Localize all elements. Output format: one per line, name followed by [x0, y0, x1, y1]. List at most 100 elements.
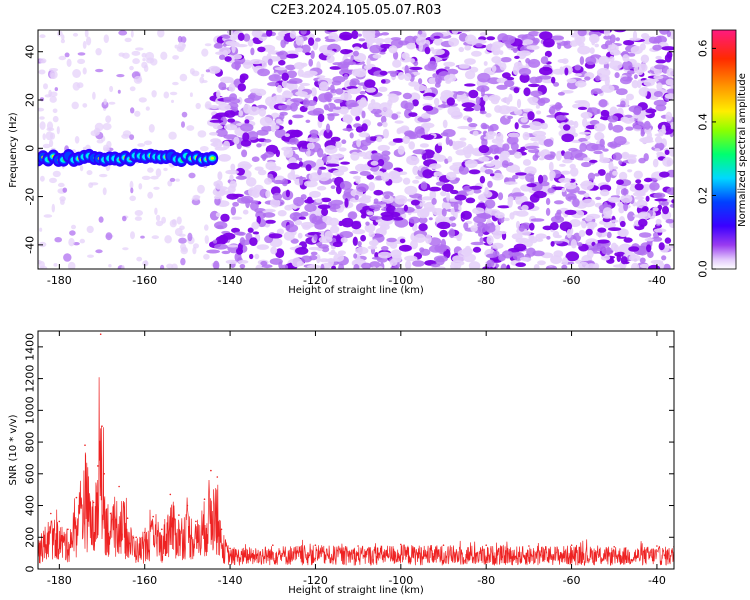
- heatmap-cell: [658, 128, 667, 135]
- heatmap-cell: [520, 117, 528, 123]
- heatmap-cell: [301, 255, 312, 263]
- heatmap-cell: [295, 36, 303, 46]
- heatmap-cell: [58, 55, 67, 61]
- heatmap-cell: [242, 59, 253, 69]
- heatmap-cell: [603, 30, 611, 37]
- heatmap-cell: [580, 111, 593, 119]
- heatmap-cell: [322, 50, 336, 56]
- heatmap-cell: [450, 111, 463, 120]
- heatmap-cell: [256, 129, 269, 136]
- heatmap-cell: [305, 119, 311, 124]
- heatmap-cell: [286, 53, 299, 59]
- heatmap-cell: [388, 170, 401, 180]
- heatmap-cell: [529, 236, 538, 244]
- heatmap-cell: [223, 134, 238, 140]
- snr-point: [109, 512, 112, 515]
- heatmap-cell: [487, 180, 493, 188]
- heatmap-cell: [240, 195, 254, 204]
- heatmap-cell: [130, 231, 135, 240]
- heatmap-cell: [268, 74, 282, 82]
- heatmap-cell: [392, 217, 404, 221]
- heatmap-cell: [404, 130, 414, 137]
- heatmap-cell: [452, 106, 459, 111]
- heatmap-cell: [232, 201, 240, 207]
- heatmap-cell: [288, 119, 293, 125]
- heatmap-cell: [538, 157, 545, 161]
- heatmap-cell: [235, 167, 245, 176]
- heatmap-cell: [306, 142, 315, 150]
- heatmap-cell: [347, 61, 357, 66]
- heatmap-cell: [286, 162, 301, 170]
- heatmap-cell: [51, 203, 55, 213]
- heatmap-cell: [623, 237, 633, 243]
- heatmap-cell: [79, 165, 84, 172]
- heatmap-cell: [496, 84, 508, 90]
- y-tick-label: 1400: [24, 333, 37, 361]
- heatmap-cell: [554, 102, 562, 111]
- heatmap-cell: [233, 136, 240, 145]
- heatmap-cell: [433, 152, 441, 162]
- heatmap-cell: [222, 232, 236, 240]
- heatmap-cell: [355, 115, 361, 121]
- heatmap-cell: [412, 179, 420, 184]
- heatmap-cell: [504, 181, 518, 185]
- heatmap-cell: [389, 258, 398, 266]
- heatmap-cell: [179, 73, 188, 82]
- heatmap-cell: [492, 230, 502, 240]
- heatmap-cell: [217, 171, 223, 181]
- heatmap-cell: [413, 84, 427, 92]
- spectrogram-frame: [37, 29, 675, 270]
- snr-point: [272, 544, 274, 546]
- heatmap-cell: [353, 50, 359, 57]
- snr-point: [135, 536, 137, 539]
- heatmap-cell: [356, 139, 361, 148]
- heatmap-cell: [597, 169, 606, 176]
- heatmap-cell: [230, 163, 236, 171]
- heatmap-cell: [353, 253, 358, 259]
- heatmap-cell: [188, 172, 196, 179]
- heatmap-cell: [249, 59, 263, 65]
- heatmap-cell: [456, 30, 471, 33]
- heatmap-cell: [415, 36, 427, 46]
- heatmap-cell: [498, 254, 506, 262]
- heatmap-cell: [362, 30, 371, 37]
- heatmap-cell: [553, 82, 560, 87]
- heatmap-cell: [409, 92, 421, 102]
- heatmap-cell: [306, 196, 313, 204]
- heatmap-cell: [367, 103, 374, 112]
- heatmap-cell: [340, 161, 350, 165]
- heatmap-cell: [580, 180, 594, 191]
- heatmap-cell: [485, 253, 498, 258]
- heatmap-cell: [129, 65, 134, 71]
- heatmap-cell: [422, 105, 434, 112]
- heatmap-cell: [109, 85, 114, 93]
- heatmap-cell: [221, 86, 227, 90]
- heatmap-cell: [373, 189, 384, 196]
- heatmap-cell: [300, 30, 307, 35]
- heatmap-cell: [564, 209, 577, 215]
- heatmap-cell: [450, 222, 457, 228]
- heatmap-cell: [574, 100, 588, 104]
- heatmap-cell: [215, 212, 221, 218]
- heatmap-cell: [469, 185, 483, 190]
- heatmap-cell: [620, 100, 626, 108]
- heatmap-cell: [274, 128, 286, 139]
- heatmap-cell: [328, 251, 338, 255]
- heatmap-cell: [635, 179, 642, 184]
- heatmap-cell: [289, 30, 297, 39]
- snr-plot-area: [38, 331, 674, 569]
- heatmap-cell: [433, 97, 440, 106]
- heatmap-cell: [406, 42, 417, 50]
- heatmap-cell: [486, 36, 496, 41]
- heatmap-cell: [121, 133, 130, 139]
- heatmap-cell: [508, 93, 513, 102]
- heatmap-cell: [378, 222, 390, 227]
- heatmap-cell: [590, 34, 599, 38]
- heatmap-cell: [118, 30, 128, 36]
- heatmap-cell: [338, 263, 345, 269]
- heatmap-cell: [619, 220, 626, 228]
- snr-point: [314, 544, 317, 546]
- heatmap-cell: [95, 68, 104, 73]
- heatmap-cell: [464, 45, 472, 51]
- heatmap-cell: [252, 231, 260, 235]
